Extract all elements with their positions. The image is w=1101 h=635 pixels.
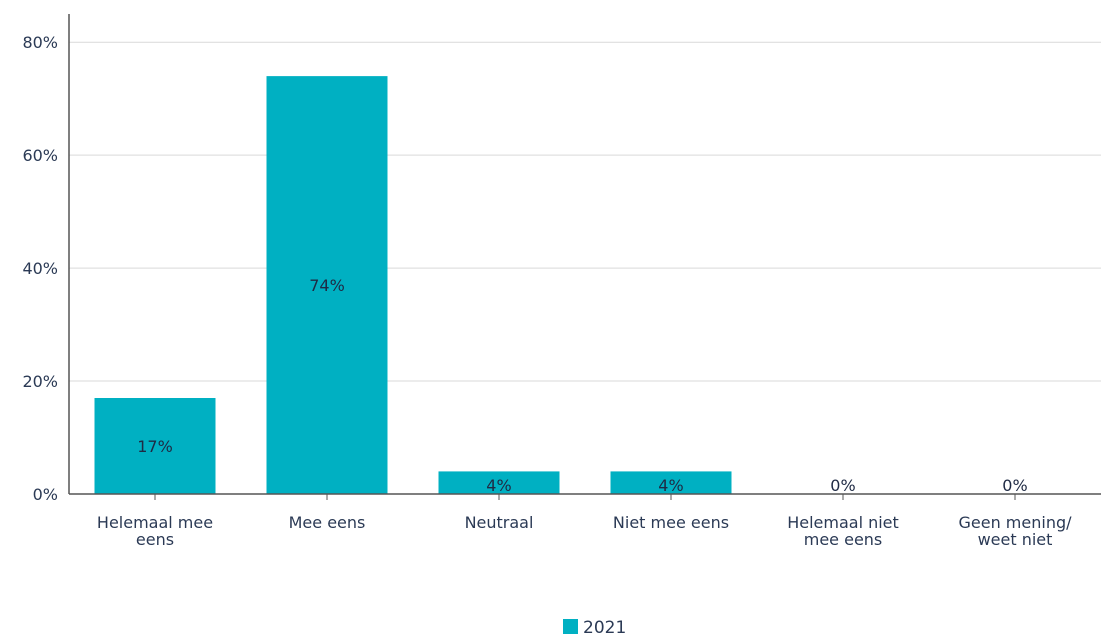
x-tick-label-line: weet niet xyxy=(978,530,1053,549)
x-tick-label-line: mee eens xyxy=(804,530,883,549)
x-tick-label-line: Helemaal mee xyxy=(97,513,213,532)
bar xyxy=(610,471,732,494)
data-label: 17% xyxy=(137,437,173,456)
bar xyxy=(94,398,216,494)
x-tick-label-line: Neutraal xyxy=(465,513,534,532)
x-tick-label: Niet mee eens xyxy=(613,513,729,532)
bars xyxy=(94,76,732,494)
data-labels: 17% 74% 4% 4% 0% 0% xyxy=(137,276,1027,495)
x-tick-label: Neutraal xyxy=(465,513,534,532)
y-tick-label: 40% xyxy=(22,259,58,278)
bar xyxy=(438,471,560,494)
x-tick-label: Helemaal niet mee eens xyxy=(787,513,899,549)
x-tick-label-line: Helemaal niet xyxy=(787,513,899,532)
y-axis-ticks: 0% 20% 40% 60% 80% xyxy=(22,33,58,504)
data-label: 0% xyxy=(830,476,855,495)
x-tick-label-line: Geen mening/ xyxy=(958,513,1072,532)
x-tick-label: Mee eens xyxy=(289,513,366,532)
x-tick-label-line: Niet mee eens xyxy=(613,513,729,532)
data-label: 4% xyxy=(658,476,683,495)
y-tick-label: 0% xyxy=(33,485,58,504)
bar xyxy=(266,76,388,494)
x-tick-label: Geen mening/weet niet xyxy=(958,513,1072,549)
y-tick-label: 20% xyxy=(22,372,58,391)
x-tick-label-line: eens xyxy=(136,530,174,549)
gridlines xyxy=(69,41,1101,382)
legend-swatch-2021 xyxy=(563,619,578,634)
data-label: 74% xyxy=(309,276,345,295)
legend-label-2021: 2021 xyxy=(583,618,626,635)
legend: 2021 xyxy=(563,618,626,635)
x-tick-label-line: Mee eens xyxy=(289,513,366,532)
data-label: 0% xyxy=(1002,476,1027,495)
y-tick-label: 60% xyxy=(22,146,58,165)
x-axis-ticks: Helemaal mee eens Mee eens Neutraal Niet mee… xyxy=(97,494,1072,549)
x-tick-label: Helemaal mee eens xyxy=(97,513,213,549)
data-label: 4% xyxy=(486,476,511,495)
y-tick-label: 80% xyxy=(22,33,58,52)
